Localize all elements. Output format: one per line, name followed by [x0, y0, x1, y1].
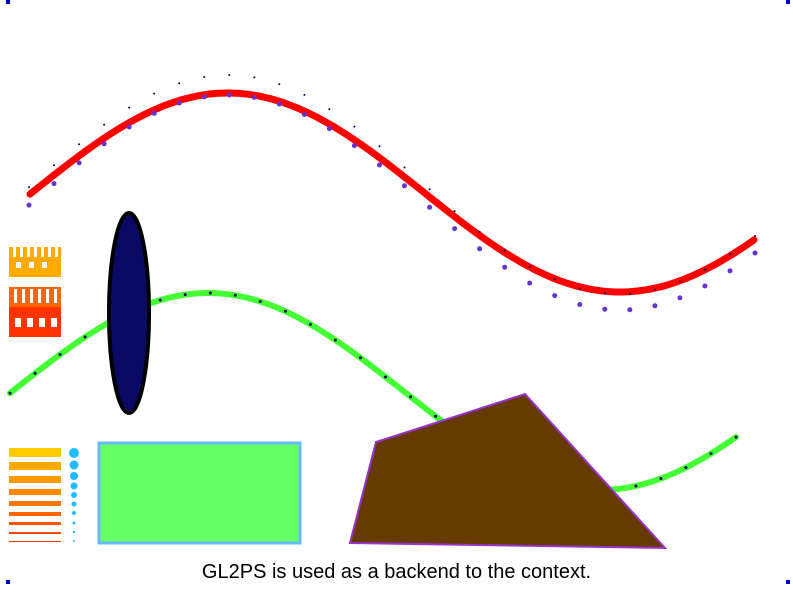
navy-point — [653, 288, 656, 291]
purple-point — [502, 264, 508, 270]
purple-point — [226, 92, 232, 98]
green-curve-point — [333, 338, 337, 342]
corner-marker-top-right — [786, 0, 790, 4]
green-curve-point — [709, 452, 713, 456]
green-curve-point — [384, 375, 387, 379]
navy-point — [178, 82, 181, 85]
navy-point — [203, 76, 206, 78]
line-width-samples — [9, 448, 61, 542]
purple-point — [51, 181, 57, 187]
green-curve-point — [283, 309, 287, 313]
corner-marker-top-left — [6, 0, 10, 4]
green-rectangle — [97, 441, 302, 545]
navy-ellipse — [107, 211, 151, 415]
purple-point — [677, 295, 683, 301]
purple-point — [351, 143, 357, 149]
green-curve-point — [83, 335, 87, 339]
navy-point — [528, 265, 531, 268]
navy-point — [703, 268, 706, 271]
stipple-pattern-samples — [9, 247, 61, 337]
purple-point — [752, 250, 758, 256]
purple-point — [627, 307, 633, 313]
purple-point — [702, 283, 708, 289]
purple-point — [251, 94, 257, 100]
corner-marker-bottom-right — [786, 580, 790, 584]
green-curve-point — [33, 371, 37, 375]
green-curve-point — [183, 293, 187, 297]
purple-point — [577, 302, 583, 307]
navy-point — [153, 92, 156, 95]
caption-text: GL2PS is used as a backend to the contex… — [201, 561, 592, 583]
pattern-swatch-red-teeth — [14, 289, 57, 327]
navy-point — [754, 234, 756, 237]
corner-marker-bottom-left — [6, 580, 10, 584]
green-curve-point — [409, 395, 413, 399]
green-curve-point — [208, 291, 212, 295]
green-curve-point — [158, 298, 162, 302]
navy-point — [403, 166, 406, 169]
purple-point — [201, 94, 207, 100]
navy-point — [578, 287, 581, 290]
purple-point — [301, 112, 307, 117]
purple-point — [276, 101, 282, 107]
navy-point — [378, 145, 381, 148]
purple-point — [602, 306, 608, 312]
navy-point-row — [28, 74, 756, 295]
navy-point — [628, 292, 631, 295]
purple-point — [402, 183, 407, 189]
navy-point — [503, 249, 506, 252]
navy-point — [278, 83, 281, 86]
purple-point — [126, 124, 132, 130]
green-curve-point — [434, 414, 438, 418]
navy-point — [28, 186, 30, 189]
purple-point — [527, 280, 533, 286]
navy-point — [303, 93, 306, 96]
navy-point — [428, 188, 431, 191]
navy-point — [453, 210, 456, 213]
navy-point — [353, 125, 356, 128]
purple-point-row — [26, 92, 758, 313]
green-curve-point — [8, 391, 12, 395]
green-curve-point — [258, 300, 262, 303]
navy-point — [328, 108, 331, 111]
green-curve-point — [734, 435, 738, 439]
navy-point — [78, 143, 81, 146]
purple-point — [176, 100, 182, 106]
purple-point — [652, 303, 658, 309]
navy-point — [729, 253, 731, 256]
navy-point — [478, 230, 481, 233]
navy-point — [103, 123, 106, 126]
purple-point — [452, 226, 458, 232]
green-curve-point — [308, 322, 312, 326]
navy-point — [228, 74, 231, 76]
purple-point — [477, 246, 483, 252]
purple-point — [377, 162, 382, 168]
green-curve-point — [684, 466, 688, 470]
navy-point — [53, 164, 55, 167]
green-curve-point — [359, 356, 362, 360]
purple-point — [727, 268, 733, 274]
green-curve-point — [233, 293, 237, 297]
point-size-samples — [69, 448, 79, 542]
green-curve-point — [58, 353, 62, 356]
pattern-swatch-yellow-teeth — [13, 247, 58, 268]
purple-point — [427, 204, 433, 210]
red-sine-curve — [26, 89, 758, 296]
purple-point — [76, 160, 82, 166]
navy-point — [603, 292, 606, 295]
purple-point — [101, 141, 107, 147]
purple-point — [326, 126, 332, 132]
purple-point — [552, 293, 558, 299]
navy-point — [678, 280, 681, 283]
green-curve-point — [659, 477, 663, 480]
navy-point — [253, 76, 256, 79]
navy-point — [128, 106, 131, 109]
green-curve-point — [634, 484, 638, 488]
purple-point — [151, 110, 157, 116]
navy-point — [553, 278, 556, 281]
purple-point — [26, 202, 32, 208]
brown-polygon — [348, 392, 668, 550]
